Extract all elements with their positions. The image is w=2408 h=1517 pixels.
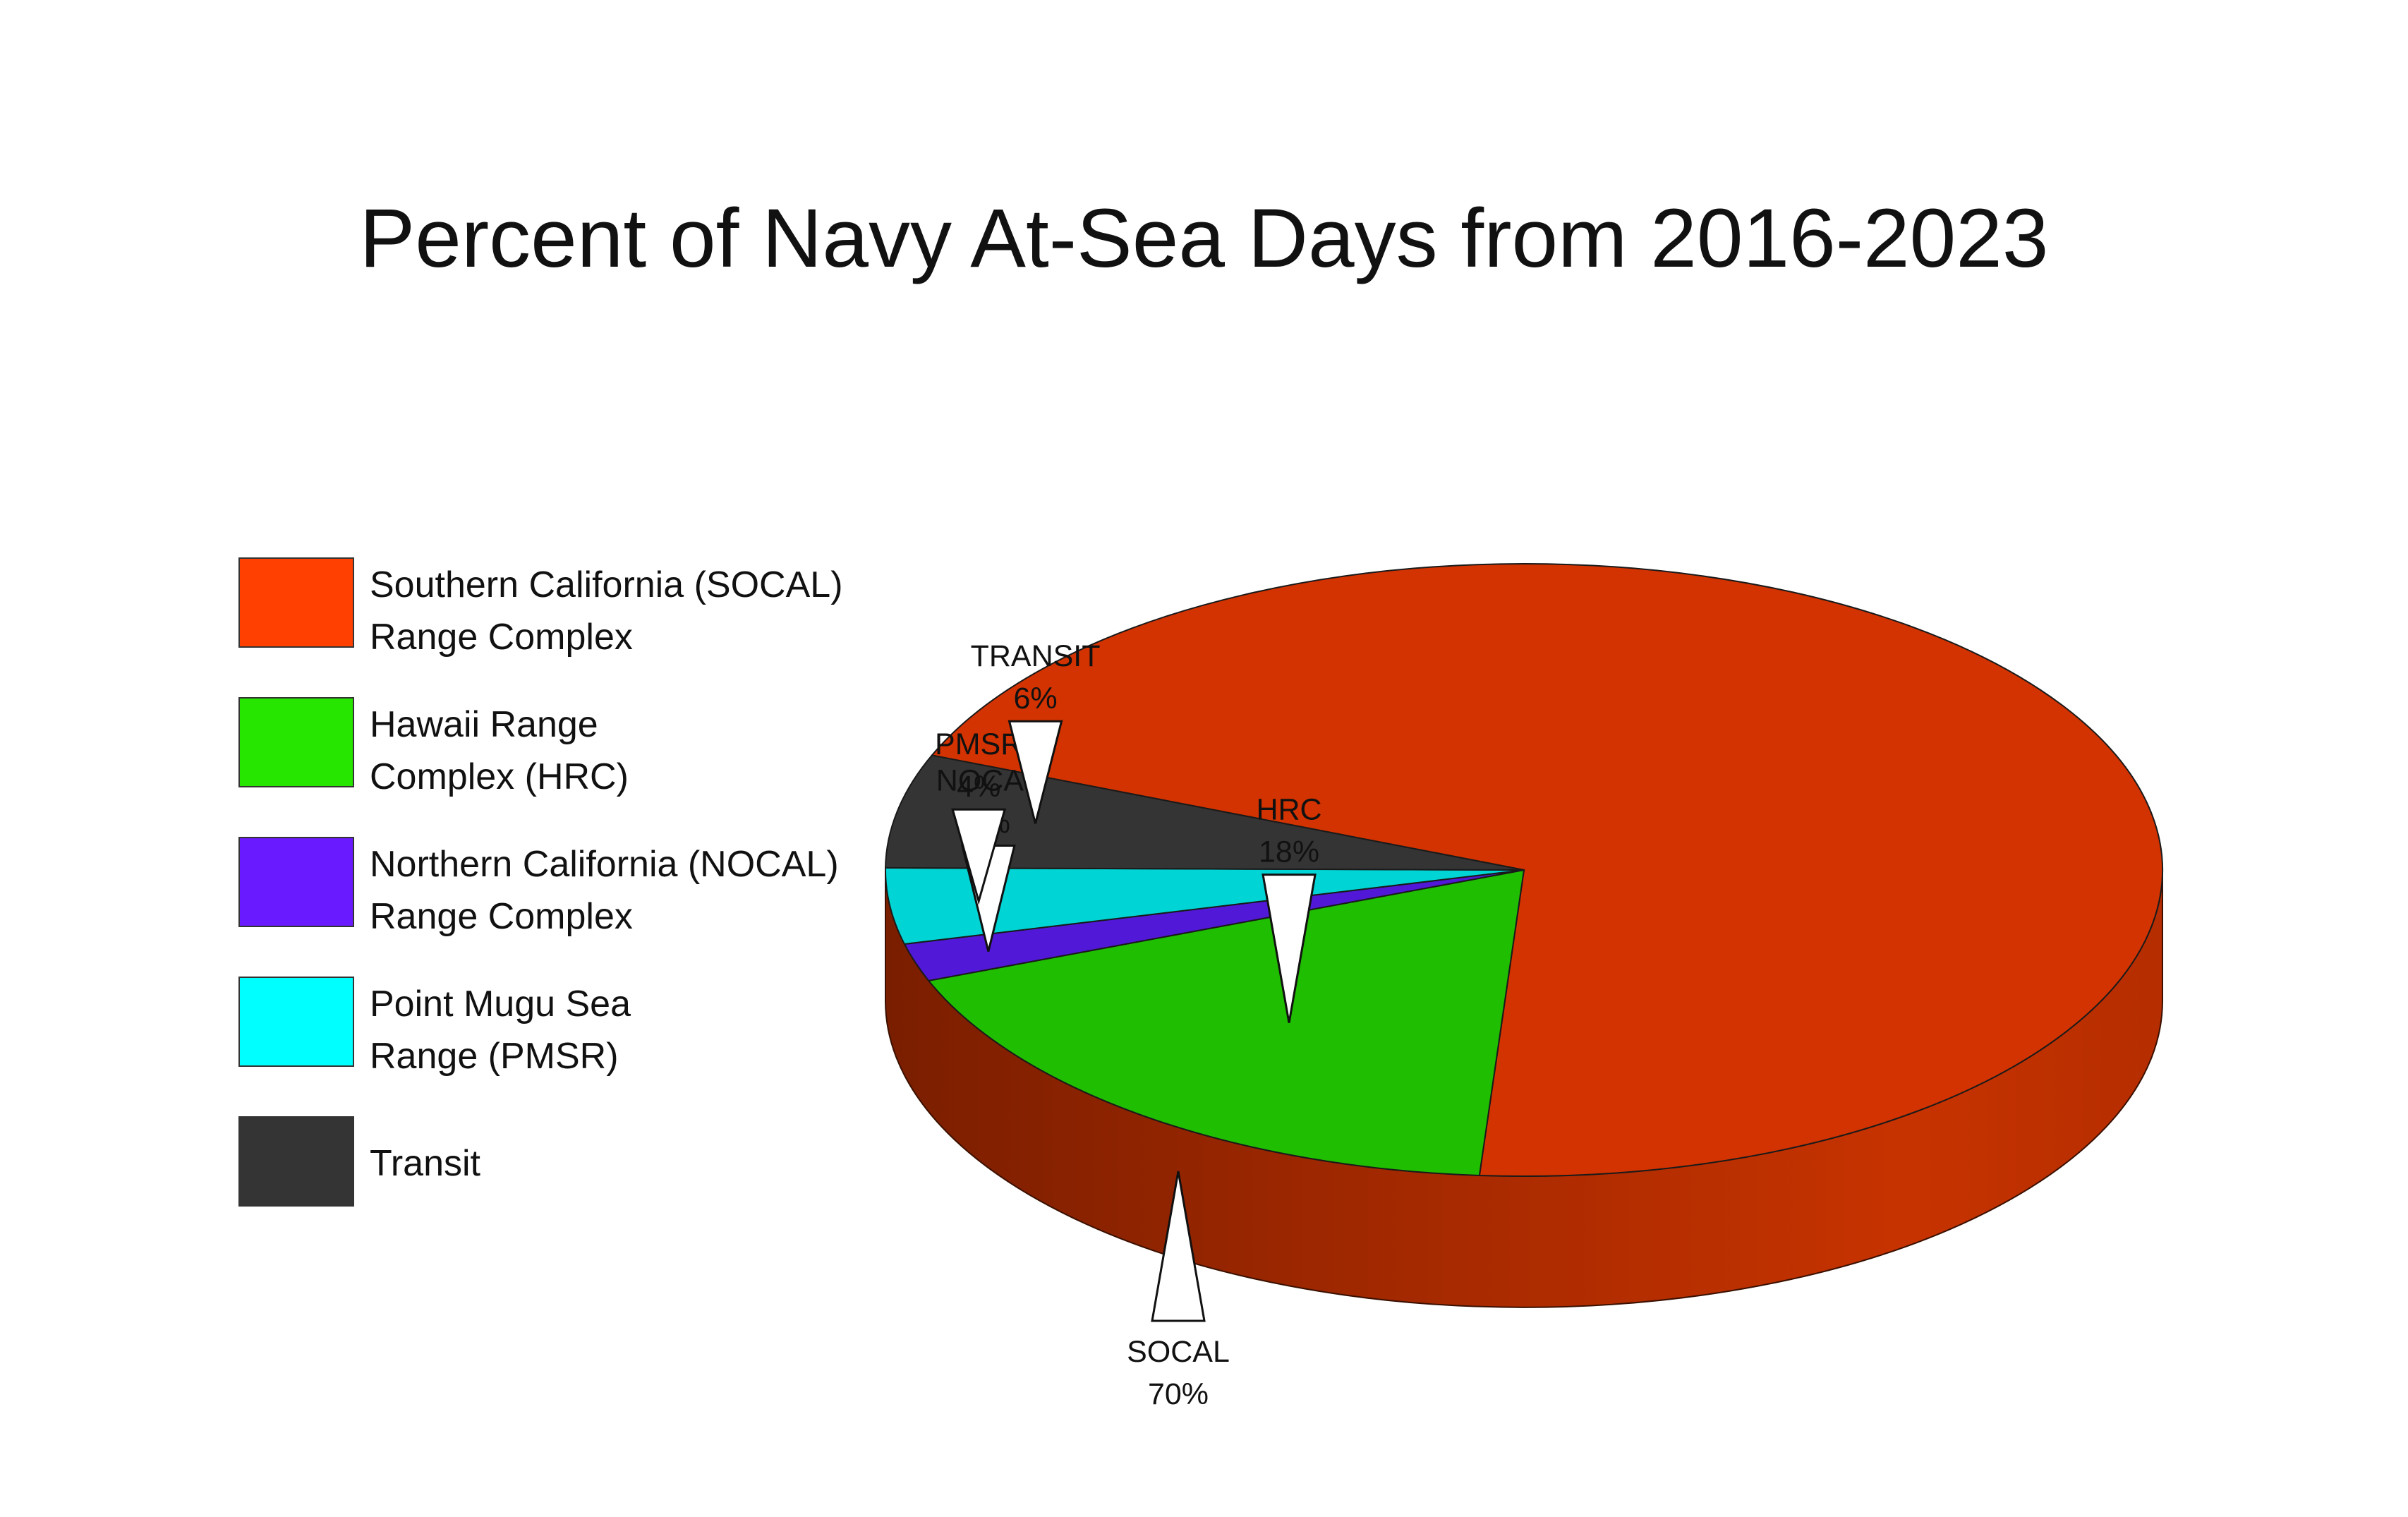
legend-item: Point Mugu Sea Range (PMSR) [238,977,972,1077]
callout-value-label: 18% [1259,835,1319,869]
legend-item: Southern California (SOCAL) Range Complex [238,557,972,658]
legend-label-line: Complex (HRC) [370,756,629,797]
legend-label-line: Point Mugu Sea [370,984,631,1025]
legend-label-line: Range Complex [370,617,633,658]
chart-title: Percent of Navy At-Sea Days from 2016-20… [359,192,2049,285]
legend-swatch [238,837,354,927]
pie-slice-pmsr [885,866,1525,945]
legend-item: Transit [238,1116,972,1209]
legend-item: Hawaii Range Complex (HRC) [238,697,972,797]
pie-slice-socal [931,562,2163,1177]
legend-label-line: Southern California (SOCAL) [370,564,843,605]
callout-value-label: 70% [1148,1377,1209,1411]
legend-label-line: Range (PMSR) [370,1036,619,1077]
legend-swatch [238,697,354,787]
callout-category-label: HRC [1256,793,1321,827]
legend-label: Northern California (NOCAL) Range Complex [370,838,969,943]
callout-pointer [951,808,1007,905]
legend-label: Point Mugu Sea Range (PMSR) [370,978,969,1082]
legend-item: Northern California (NOCAL) Range Complex [238,837,972,937]
legend-swatch [238,1116,354,1207]
legend-label: Hawaii Range Complex (HRC) [370,699,969,803]
legend-label-line: Range Complex [370,896,633,937]
legend-label-line: Northern California (NOCAL) [370,844,839,885]
legend-label: Transit [370,1137,969,1190]
legend-swatch [238,977,354,1067]
callout-pointer [1151,1171,1206,1322]
callout-pointer [1008,720,1063,824]
callout-category-label: TRANSIT [971,639,1101,673]
callout-category-label: PMSR [935,727,1022,761]
pie-slice-hrc [927,869,1525,1176]
callout-category-label: SOCAL [1127,1335,1230,1369]
legend-swatch [238,557,354,648]
legend-label-line: Transit [370,1143,480,1184]
legend-label-line: Hawaii Range [370,704,598,745]
callout-value-label: 6% [1013,682,1057,715]
callout-pointer [1262,874,1317,1023]
callout-value-label: 4% [957,770,1000,804]
legend: Southern California (SOCAL) Range Complex… [238,557,972,1256]
legend-label: Southern California (SOCAL) Range Complex [370,559,969,663]
